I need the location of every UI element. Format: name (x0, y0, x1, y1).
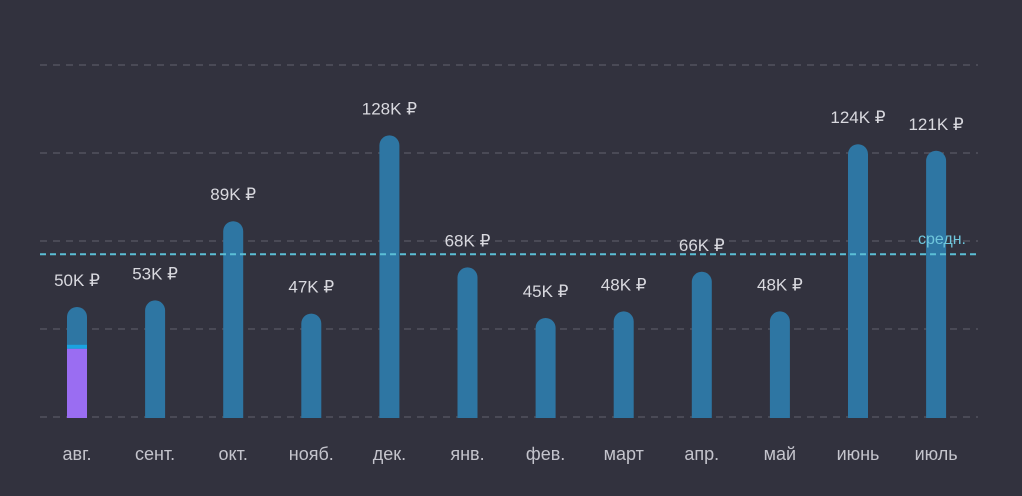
x-tick-label: авг. (63, 444, 92, 464)
bar (223, 221, 244, 418)
bar-highlight-cap (67, 344, 87, 349)
bars (67, 135, 947, 419)
bar-value-label: 128K ₽ (362, 99, 417, 118)
average-line-group: средн. (40, 231, 978, 256)
bar (613, 311, 634, 418)
bar-value-label: 89K ₽ (210, 185, 256, 204)
bar (457, 267, 478, 418)
x-axis-tick-labels: авг. сент. окт. нояб. дек. янв. фев. март апр. ма… (63, 444, 958, 464)
value-labels: 50K ₽ 53K ₽ 89K ₽ 47K ₽ 128K ₽ 68K ₽ 45K ₽ 48K … (54, 99, 964, 301)
bar-value-label: 68K ₽ (445, 231, 491, 250)
bar-value-label: 124K ₽ (830, 108, 885, 127)
bar (769, 311, 790, 418)
grid-lines (40, 64, 978, 418)
bar (535, 318, 556, 418)
x-tick-label: март (604, 444, 644, 464)
x-tick-label: дек. (373, 444, 406, 464)
bar-highlight-segment (67, 348, 87, 418)
x-tick-label: янв. (450, 444, 484, 464)
x-tick-label: фев. (526, 444, 565, 464)
bar-value-label: 45K ₽ (523, 282, 569, 301)
bar (145, 300, 166, 418)
bar-value-label: 121K ₽ (908, 115, 963, 134)
bar-value-label: 66K ₽ (679, 236, 725, 255)
bar-value-label: 47K ₽ (288, 278, 334, 297)
bar-value-label: 48K ₽ (757, 275, 803, 294)
bar-value-label: 50K ₽ (54, 271, 100, 290)
average-label: средн. (918, 231, 966, 248)
x-tick-label: окт. (219, 444, 248, 464)
bar-value-label: 53K ₽ (132, 264, 178, 283)
x-tick-label: сент. (135, 444, 175, 464)
x-tick-label: июль (915, 444, 958, 464)
bar (691, 271, 712, 418)
bar (848, 144, 868, 418)
x-tick-label: апр. (684, 444, 719, 464)
bar (301, 313, 322, 418)
bar (926, 150, 947, 419)
x-tick-label: май (764, 444, 796, 464)
x-tick-label: нояб. (289, 444, 334, 464)
bar-value-label: 48K ₽ (601, 275, 647, 294)
bar (379, 135, 400, 418)
x-tick-label: июнь (837, 444, 880, 464)
